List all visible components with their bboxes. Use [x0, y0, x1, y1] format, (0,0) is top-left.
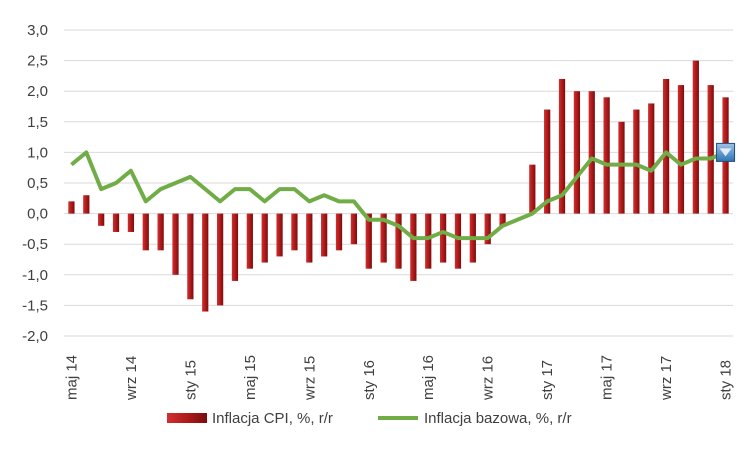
cpi-bar [68, 201, 75, 214]
cpi-bar [648, 103, 655, 214]
cpi-bar [261, 213, 268, 263]
y-tick-label: -2,0 [22, 328, 48, 345]
gridlines [64, 29, 733, 337]
cpi-bar [350, 213, 358, 245]
cpi-bar [157, 213, 164, 251]
cpi-bar [484, 213, 491, 245]
cpi-bar [335, 213, 343, 251]
x-tick-label: wrz 17 [658, 356, 675, 401]
y-axis-ticks: 3,0 2,5 2,0 1,5 1,0 0,5 0,0 -0,5 -1,0 -1,5 -2,0 [22, 22, 48, 345]
core-inflation-line-path [70, 150, 727, 241]
cpi-bar [439, 213, 447, 263]
x-tick-label: sty 16 [361, 360, 378, 400]
cpi-bar [365, 213, 372, 269]
cpi-bar [246, 213, 253, 269]
cpi-bar [454, 213, 462, 269]
cpi-bar [425, 213, 432, 269]
cpi-bar [216, 213, 224, 306]
y-tick-label: 0,0 [27, 206, 48, 223]
y-tick-label: -0,5 [22, 236, 48, 253]
cpi-bar [187, 213, 194, 300]
cpi-bar [142, 213, 149, 251]
x-axis-ticks: maj 14 wrz 14 sty 15 maj 15 wrz 15 sty 16 maj … [63, 355, 734, 401]
cpi-bar [677, 85, 685, 214]
cpi-bar [410, 213, 417, 281]
cpi-bar [112, 213, 120, 232]
cpi-bar [692, 60, 699, 214]
legend-label-cpi: Inflacja CPI, %, r/r [212, 410, 333, 427]
y-tick-label: 1,0 [27, 144, 48, 161]
legend-item-cpi: Inflacja CPI, %, r/r [167, 410, 333, 427]
cpi-bar [529, 164, 536, 214]
x-tick-label: maj 14 [63, 355, 80, 400]
end-point-marker [716, 142, 736, 162]
cpi-bar [276, 213, 283, 257]
legend-label-core: Inflacja bazowa, %, r/r [424, 410, 572, 427]
y-tick-label: 1,5 [27, 114, 48, 131]
cpi-bar [98, 213, 105, 226]
cpi-bar [291, 213, 298, 251]
cpi-bar [231, 213, 239, 281]
cpi-bar [633, 109, 640, 214]
cpi-bar [662, 78, 670, 214]
cpi-bar [306, 213, 313, 263]
cpi-bar [321, 213, 328, 257]
x-tick-label: maj 16 [420, 355, 437, 400]
x-tick-label: wrz 14 [123, 356, 140, 401]
y-tick-label: 2,5 [27, 53, 48, 70]
y-tick-label: 3,0 [27, 22, 48, 39]
x-tick-label: wrz 16 [480, 356, 497, 401]
cpi-bar [83, 195, 90, 214]
cpi-bar [395, 213, 402, 269]
cpi-bar [707, 85, 714, 214]
cpi-bar [380, 213, 387, 263]
x-tick-label: maj 17 [599, 355, 616, 400]
cpi-bar [172, 213, 179, 275]
legend: Inflacja CPI, %, r/r Inflacja bazowa, %,… [167, 410, 572, 427]
cpi-bar [558, 78, 566, 214]
cpi-bar [603, 97, 610, 214]
cpi-bar [618, 121, 625, 214]
x-tick-label: wrz 15 [301, 356, 318, 401]
cpi-bars [68, 60, 729, 312]
cpi-bar [544, 109, 551, 214]
cpi-bar [573, 91, 581, 214]
cpi-bar [202, 213, 209, 312]
legend-swatch-cpi [167, 413, 207, 423]
x-tick-label: sty 18 [718, 360, 735, 400]
y-tick-label: -1,0 [22, 267, 48, 284]
cpi-bar [127, 213, 135, 232]
core-inflation-line [70, 142, 736, 241]
x-tick-label: sty 15 [182, 360, 199, 400]
cpi-bar [499, 213, 506, 226]
y-tick-label: 2,0 [27, 83, 48, 100]
x-tick-label: sty 17 [539, 360, 556, 400]
legend-item-core: Inflacja bazowa, %, r/r [378, 410, 572, 427]
y-tick-label: 0,5 [27, 175, 48, 192]
cpi-bar [588, 91, 595, 214]
y-tick-label: -1,5 [22, 297, 48, 314]
x-tick-label: maj 15 [242, 355, 259, 400]
